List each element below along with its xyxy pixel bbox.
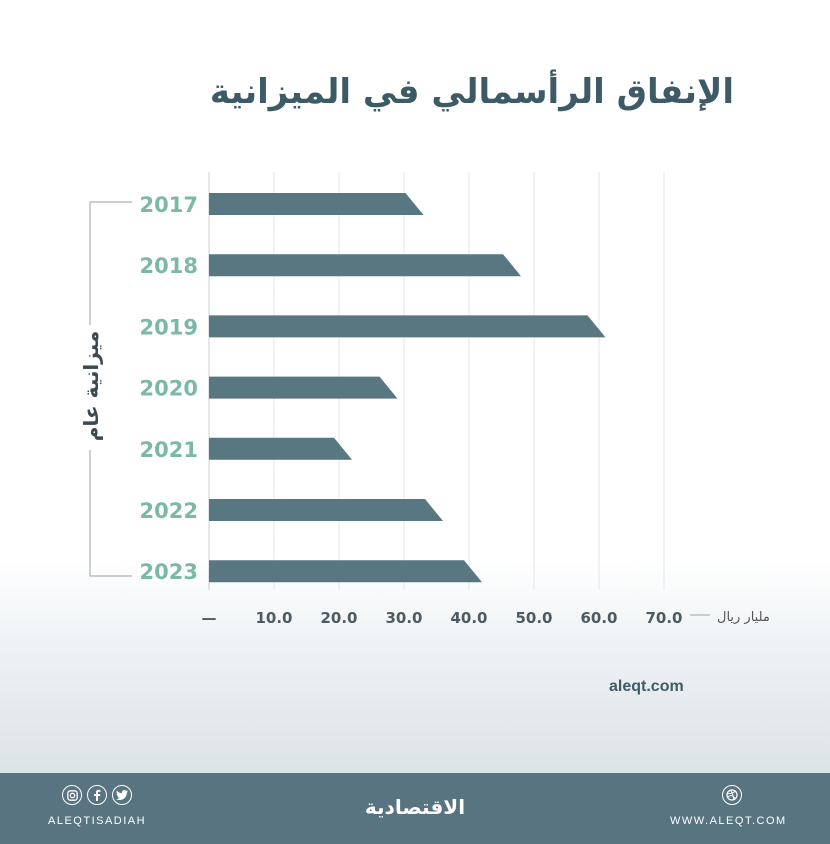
category-label: 2022 (140, 499, 198, 523)
bar-2021 (209, 437, 352, 460)
twitter-icon[interactable] (112, 785, 132, 805)
bar-chart: 2017 2018 2019 2020 2021 2022 2023 — 10.0 20.0 30… (79, 172, 770, 627)
bar-2022 (209, 499, 443, 521)
site-link[interactable]: aleqt.com (609, 678, 684, 695)
bar-2017 (209, 193, 424, 215)
category-label: 2017 (140, 193, 198, 217)
facebook-icon[interactable] (87, 785, 107, 805)
website-url[interactable]: WWW.ALEQT.COM (670, 815, 787, 827)
footer-bar: ALEQTISADIAH الاقتصادية WWW.ALEQT.COM (0, 773, 830, 844)
x-tick-label: 20.0 (320, 609, 357, 627)
bar-2020 (209, 376, 398, 399)
category-label: 2023 (140, 560, 198, 584)
x-tick-label: 40.0 (450, 609, 487, 627)
x-tick-label: 30.0 (385, 609, 422, 627)
category-labels: 2017 2018 2019 2020 2021 2022 2023 (140, 193, 198, 584)
x-axis-ticks: — 10.0 20.0 30.0 40.0 50.0 60.0 70.0 (202, 609, 683, 627)
bar-2018 (209, 254, 521, 277)
background-photo (0, 560, 830, 775)
category-label: 2021 (140, 438, 198, 462)
bar-2019 (209, 315, 606, 338)
social-handle[interactable]: ALEQTISADIAH (48, 815, 147, 827)
x-tick-label: 70.0 (645, 609, 682, 627)
x-tick-label: 60.0 (580, 609, 617, 627)
instagram-icon[interactable] (62, 785, 82, 805)
x-tick-label: — (202, 609, 217, 627)
social-icons (62, 785, 132, 805)
x-tick-label: 50.0 (515, 609, 552, 627)
x-tick-label: 10.0 (255, 609, 292, 627)
chart-title: الإنفاق الرأسمالي في الميزانية (209, 72, 734, 112)
y-axis-bracket (80, 201, 132, 577)
bar-2023 (209, 560, 482, 583)
category-label: 2019 (140, 315, 198, 339)
category-label: 2018 (140, 254, 198, 278)
category-label: 2020 (140, 377, 198, 401)
dribbble-icon[interactable] (722, 785, 742, 805)
brand-logo: الاقتصادية (364, 795, 466, 819)
bars (209, 193, 606, 583)
x-axis-unit: مليار ريال (717, 610, 770, 625)
y-axis-title: ميزانية عام (79, 331, 103, 441)
